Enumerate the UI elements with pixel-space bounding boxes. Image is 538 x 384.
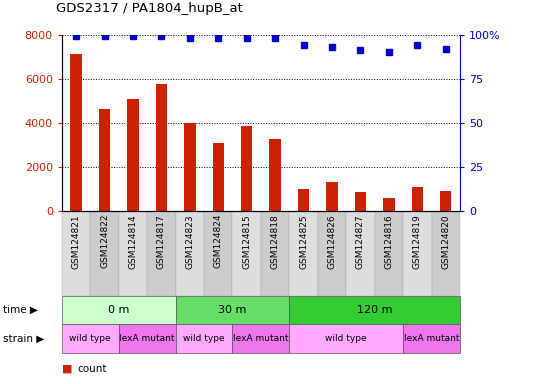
Text: lexA mutant: lexA mutant xyxy=(119,334,175,343)
Text: time ▶: time ▶ xyxy=(3,305,38,315)
Text: lexA mutant: lexA mutant xyxy=(404,334,459,343)
Text: wild type: wild type xyxy=(69,334,111,343)
Bar xyxy=(213,143,224,211)
Text: wild type: wild type xyxy=(183,334,225,343)
Text: count: count xyxy=(77,364,107,374)
Bar xyxy=(412,187,423,211)
Bar xyxy=(440,191,451,211)
Bar xyxy=(128,99,139,211)
Bar xyxy=(184,123,195,211)
Text: lexA mutant: lexA mutant xyxy=(233,334,289,343)
Text: 120 m: 120 m xyxy=(357,305,392,315)
Text: strain ▶: strain ▶ xyxy=(3,334,44,344)
Text: 30 m: 30 m xyxy=(218,305,247,315)
Bar xyxy=(327,182,338,211)
Bar xyxy=(355,192,366,211)
Bar xyxy=(70,55,82,211)
Bar xyxy=(241,126,252,211)
Bar xyxy=(99,109,110,211)
Bar xyxy=(298,189,309,211)
Bar xyxy=(270,139,281,211)
Text: wild type: wild type xyxy=(325,334,367,343)
Text: 0 m: 0 m xyxy=(108,305,130,315)
Text: GDS2317 / PA1804_hupB_at: GDS2317 / PA1804_hupB_at xyxy=(56,2,243,15)
Text: ■: ■ xyxy=(62,364,73,374)
Bar xyxy=(155,84,167,211)
Bar xyxy=(383,198,394,211)
